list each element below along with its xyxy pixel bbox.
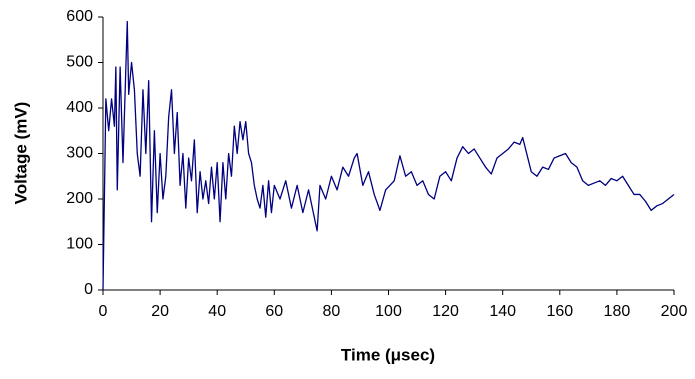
x-tick-label: 100 <box>375 303 402 320</box>
data-line <box>102 20 675 291</box>
x-tick-label: 120 <box>432 303 459 320</box>
x-tick-label: 160 <box>546 303 573 320</box>
y-axis-title: Voltage (mV) <box>11 102 30 205</box>
x-tick-label: 140 <box>489 303 516 320</box>
x-tick-label: 200 <box>661 303 688 320</box>
x-tick-label: 180 <box>604 303 631 320</box>
x-tick-label: 40 <box>208 303 226 320</box>
y-tick-label: 400 <box>66 99 93 116</box>
x-tick-label: 60 <box>265 303 283 320</box>
y-tick-label: 100 <box>66 236 93 253</box>
x-tick-label: 0 <box>99 303 108 320</box>
y-tick-label: 300 <box>66 145 93 162</box>
x-axis-title: Time (μsec) <box>341 345 435 364</box>
y-tick-label: 200 <box>66 190 93 207</box>
y-tick-label: 500 <box>66 54 93 71</box>
y-tick-label: 0 <box>84 281 93 298</box>
x-tick-label: 20 <box>151 303 169 320</box>
x-tick-label: 80 <box>323 303 341 320</box>
y-tick-label: 600 <box>66 8 93 25</box>
